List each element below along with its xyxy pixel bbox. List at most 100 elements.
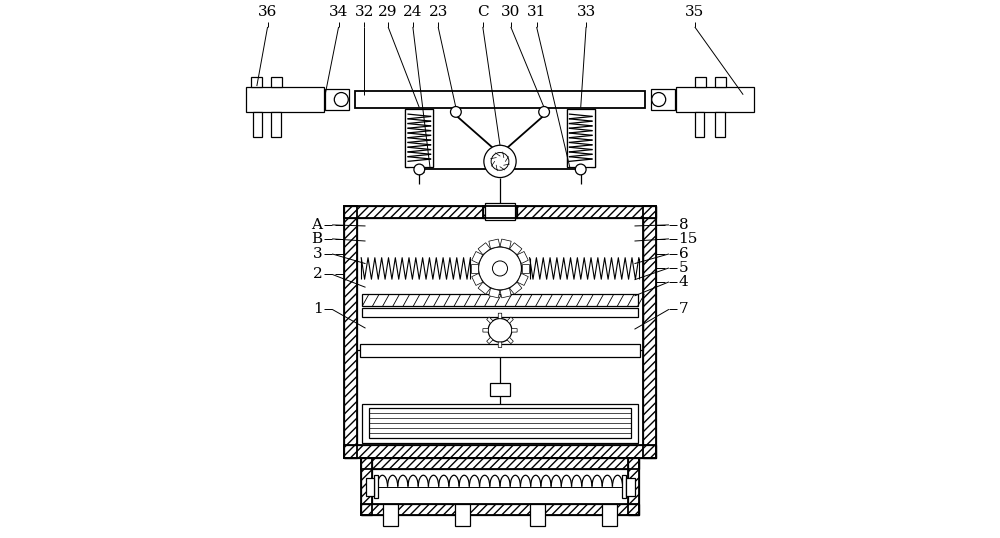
Bar	[271, 112, 281, 137]
Text: 32: 32	[355, 5, 374, 19]
Text: 24: 24	[403, 5, 423, 19]
Text: 5: 5	[679, 261, 688, 275]
Bar	[715, 77, 726, 87]
Bar	[628, 458, 639, 515]
Bar	[651, 89, 675, 110]
Text: 30: 30	[501, 5, 520, 19]
Text: 33: 33	[576, 5, 596, 19]
Circle shape	[539, 107, 549, 117]
Bar	[366, 478, 374, 495]
Circle shape	[488, 318, 512, 342]
Polygon shape	[489, 288, 500, 298]
Circle shape	[492, 261, 508, 276]
Bar	[344, 206, 357, 458]
Polygon shape	[483, 329, 488, 332]
Bar	[325, 89, 349, 110]
Text: 1: 1	[313, 302, 322, 316]
Bar	[490, 383, 510, 395]
Text: 34: 34	[329, 5, 348, 19]
Bar	[455, 504, 470, 526]
Text: B: B	[311, 232, 322, 246]
Bar	[246, 87, 324, 112]
Bar	[344, 445, 656, 458]
Polygon shape	[517, 273, 528, 286]
Bar	[271, 77, 282, 87]
Bar	[530, 504, 545, 526]
Bar	[483, 206, 517, 218]
Polygon shape	[471, 264, 478, 273]
Circle shape	[451, 107, 461, 117]
Bar	[622, 475, 626, 498]
Polygon shape	[478, 243, 490, 254]
Text: 15: 15	[679, 232, 698, 246]
Bar	[362, 294, 638, 306]
Bar	[361, 458, 639, 469]
Bar	[251, 77, 262, 87]
Bar	[344, 445, 656, 458]
Polygon shape	[487, 317, 493, 323]
Text: 7: 7	[679, 302, 688, 316]
Bar	[355, 91, 645, 108]
Bar	[361, 458, 372, 515]
Bar	[695, 112, 704, 137]
Bar	[361, 458, 372, 515]
Bar	[383, 504, 398, 526]
Bar	[591, 109, 595, 167]
Text: 31: 31	[527, 5, 546, 19]
Polygon shape	[472, 273, 483, 286]
Bar	[374, 475, 378, 498]
Bar	[715, 112, 725, 137]
Bar	[695, 77, 706, 87]
Polygon shape	[498, 313, 502, 318]
Text: 6: 6	[679, 247, 688, 261]
Bar	[485, 203, 515, 220]
Bar	[361, 504, 639, 515]
Bar	[483, 206, 517, 218]
Text: 2: 2	[313, 267, 322, 281]
Polygon shape	[507, 337, 513, 344]
Polygon shape	[500, 239, 511, 249]
Polygon shape	[510, 282, 522, 294]
Bar	[344, 206, 656, 218]
Text: 29: 29	[378, 5, 398, 19]
Bar	[344, 206, 656, 218]
Bar	[405, 109, 433, 167]
Polygon shape	[500, 288, 511, 298]
Bar	[361, 504, 639, 515]
Circle shape	[334, 93, 348, 107]
Bar	[362, 404, 638, 443]
Polygon shape	[510, 243, 522, 254]
Bar	[369, 408, 631, 438]
Bar	[567, 109, 570, 167]
Circle shape	[478, 247, 522, 290]
Bar	[676, 87, 754, 112]
Text: C: C	[477, 5, 489, 19]
Bar	[628, 458, 639, 515]
Circle shape	[491, 153, 509, 171]
Text: 8: 8	[679, 218, 688, 232]
Circle shape	[652, 93, 666, 107]
Bar	[253, 112, 262, 137]
Bar	[360, 344, 640, 357]
Bar	[430, 109, 433, 167]
Bar	[357, 218, 643, 350]
Circle shape	[484, 145, 516, 178]
Circle shape	[414, 164, 425, 175]
Polygon shape	[478, 282, 490, 294]
Bar	[643, 206, 656, 458]
Text: A: A	[311, 218, 322, 232]
Bar	[361, 458, 639, 469]
Bar	[567, 109, 595, 167]
Bar	[643, 206, 656, 458]
Circle shape	[575, 164, 586, 175]
Polygon shape	[512, 329, 517, 332]
Bar	[626, 478, 635, 495]
Bar	[362, 308, 638, 317]
Text: 3: 3	[313, 247, 322, 261]
Text: 35: 35	[685, 5, 704, 19]
Polygon shape	[507, 317, 513, 323]
Bar	[344, 206, 357, 458]
Text: 23: 23	[428, 5, 448, 19]
Polygon shape	[517, 251, 528, 264]
Polygon shape	[487, 337, 493, 344]
